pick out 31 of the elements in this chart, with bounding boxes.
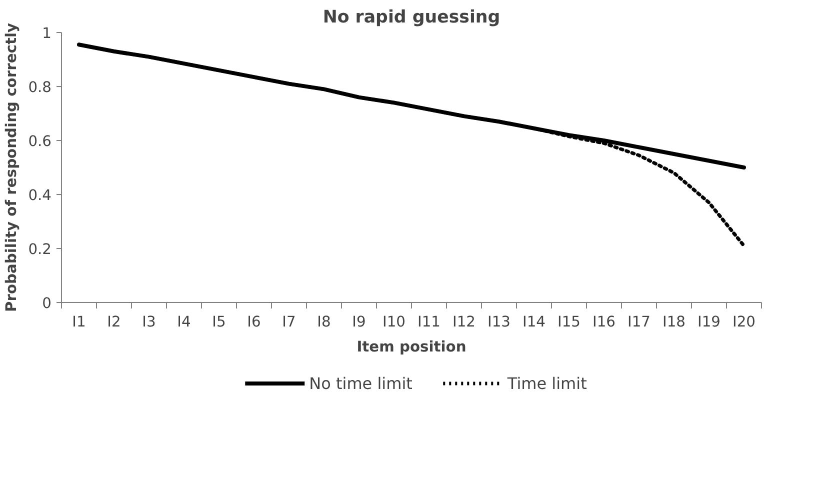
x-tick-label: I17 bbox=[628, 314, 650, 330]
legend-label: Time limit bbox=[507, 374, 587, 392]
x-tick-label: I18 bbox=[662, 314, 686, 330]
x-tick-label: I6 bbox=[247, 314, 261, 330]
x-tick-label: I10 bbox=[382, 314, 406, 330]
x-tick-label: I1 bbox=[72, 314, 86, 330]
x-tick-label: I7 bbox=[282, 314, 296, 330]
x-axis-title: Item position bbox=[356, 338, 466, 356]
x-tick-label: I9 bbox=[352, 314, 366, 330]
x-tick-label: I15 bbox=[558, 314, 580, 330]
x-tick-label: I12 bbox=[452, 314, 476, 330]
x-tick-label: I16 bbox=[592, 314, 616, 330]
x-tick-label: I3 bbox=[142, 314, 156, 330]
x-tick-label: I5 bbox=[212, 314, 226, 330]
x-tick-label: I20 bbox=[732, 314, 756, 330]
y-tick-label: 0.6 bbox=[28, 133, 52, 150]
x-tick-label: I4 bbox=[177, 314, 191, 330]
x-tick-label: I13 bbox=[488, 314, 510, 330]
x-tick-label: I2 bbox=[107, 314, 121, 330]
x-tick-label: I14 bbox=[522, 314, 546, 330]
y-tick-label: 0.2 bbox=[28, 241, 52, 258]
chart-title: No rapid guessing bbox=[322, 8, 500, 28]
legend-label: No time limit bbox=[309, 374, 412, 392]
y-tick-label: 0.4 bbox=[28, 187, 52, 204]
x-tick-label: I19 bbox=[698, 314, 720, 330]
y-tick-label: 1 bbox=[42, 25, 52, 42]
x-tick-label: I11 bbox=[418, 314, 440, 330]
y-tick-label: 0 bbox=[42, 295, 52, 312]
x-tick-label: I8 bbox=[317, 314, 331, 330]
y-tick-label: 0.8 bbox=[28, 79, 52, 96]
y-axis-title: Probability of responding correctly bbox=[3, 22, 20, 312]
